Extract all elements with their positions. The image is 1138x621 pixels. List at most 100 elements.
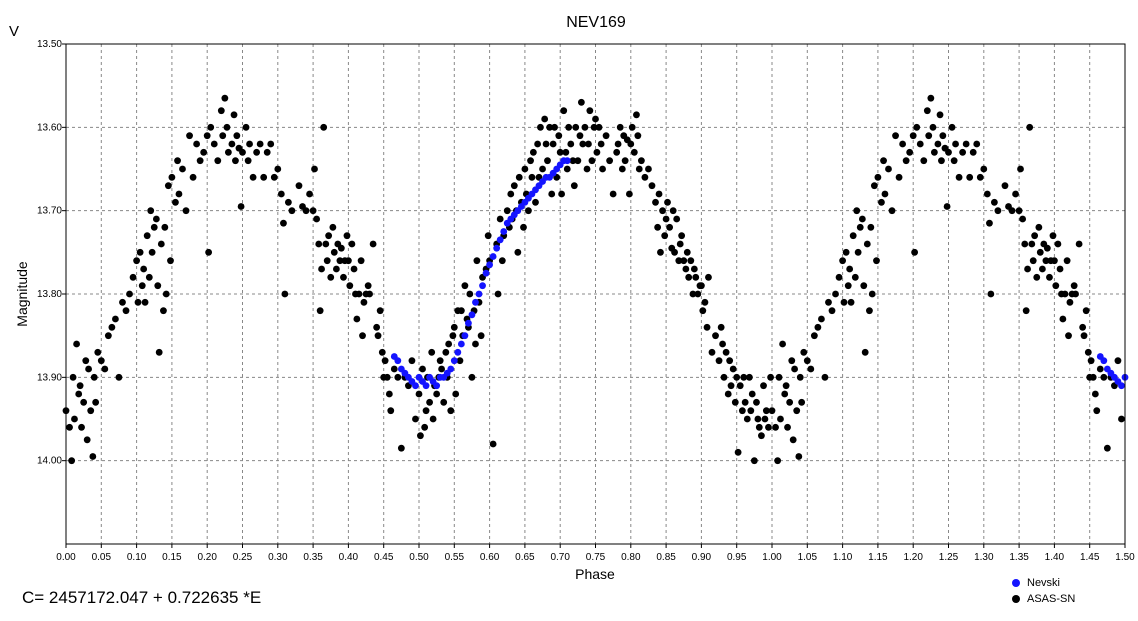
data-point-asas-sn	[442, 348, 450, 356]
data-point-asas-sn	[986, 219, 993, 227]
x-tick-label: 0.00	[56, 552, 76, 563]
data-point-asas-sn	[560, 107, 568, 115]
data-point-asas-sn	[520, 223, 527, 231]
data-point-asas-sn	[422, 407, 430, 415]
data-point-asas-sn	[94, 348, 102, 356]
data-point-asas-sn	[309, 207, 317, 215]
data-point-asas-sn	[503, 207, 511, 215]
x-tick-label: 1.15	[868, 552, 888, 563]
data-point-asas-sn	[556, 148, 564, 156]
data-point-asas-sn	[866, 307, 873, 315]
data-point-asas-sn	[327, 273, 335, 281]
data-point-nevski	[457, 340, 465, 348]
data-point-asas-sn	[249, 173, 257, 181]
data-point-asas-sn	[634, 132, 642, 140]
legend-item-nevski: Nevski	[1012, 575, 1075, 591]
x-tick-label: 1.05	[798, 552, 818, 563]
data-point-asas-sn	[885, 165, 892, 173]
data-point-asas-sn	[861, 348, 869, 356]
data-point-asas-sn	[748, 390, 756, 398]
x-tick-label: 0.95	[727, 552, 747, 563]
x-tick-label: 0.05	[92, 552, 112, 563]
axis-ticks: 0.00 0.05 0.10 0.15 0.20 0.25 0.30 0.35 0.40 0.45…	[37, 39, 1135, 563]
data-point-asas-sn	[461, 282, 469, 290]
data-point-asas-sn	[825, 298, 832, 306]
data-point-asas-sn	[210, 140, 218, 148]
data-point-asas-sn	[154, 282, 162, 290]
data-point-asas-sn	[473, 257, 481, 265]
data-point-asas-sn	[793, 407, 801, 415]
data-point-asas-sn	[765, 423, 772, 431]
data-point-asas-sn	[796, 373, 804, 381]
data-point-asas-sn	[281, 290, 289, 298]
data-point-asas-sn	[450, 323, 458, 331]
data-point-asas-sn	[994, 207, 1002, 215]
data-point-asas-sn	[408, 357, 416, 365]
data-point-asas-sn	[874, 173, 882, 181]
data-point-asas-sn	[145, 273, 153, 281]
data-point-asas-sn	[1052, 282, 1060, 290]
data-point-asas-sn	[284, 198, 292, 206]
data-point-asas-sn	[593, 148, 601, 156]
data-point-asas-sn	[731, 398, 739, 406]
data-point-asas-sn	[329, 223, 337, 231]
data-point-asas-sn	[306, 190, 313, 198]
data-point-asas-sn	[923, 107, 931, 115]
data-point-asas-sn	[795, 453, 803, 460]
data-point-asas-sn	[412, 415, 419, 423]
data-point-asas-sn	[510, 182, 518, 190]
data-point-asas-sn	[934, 140, 942, 148]
data-point-asas-sn	[662, 215, 670, 223]
data-point-asas-sn	[1061, 290, 1069, 298]
data-point-asas-sn	[950, 157, 958, 165]
data-point-asas-sn	[741, 398, 749, 406]
data-point-asas-sn	[270, 173, 278, 181]
data-point-asas-sn	[138, 282, 146, 290]
data-point-asas-sn	[126, 290, 133, 298]
data-point-asas-sn	[529, 148, 537, 156]
data-point-asas-sn	[428, 348, 436, 356]
data-point-asas-sn	[847, 298, 855, 306]
data-point-asas-sn	[415, 390, 423, 398]
data-point-asas-sn	[585, 140, 592, 148]
data-point-asas-sn	[200, 148, 208, 156]
x-tick-label: 0.70	[550, 552, 570, 563]
data-point-asas-sn	[1021, 240, 1029, 248]
data-point-asas-sn	[207, 123, 215, 131]
data-point-asas-sn	[555, 132, 563, 140]
data-point-asas-sn	[134, 298, 142, 306]
data-point-nevski	[465, 319, 472, 327]
data-point-asas-sn	[722, 348, 730, 356]
data-point-asas-sn	[97, 357, 105, 365]
data-point-asas-sn	[1015, 207, 1023, 215]
data-point-asas-sn	[789, 436, 797, 444]
data-point-asas-sn	[143, 232, 151, 240]
data-point-asas-sn	[909, 132, 917, 140]
data-point-asas-sn	[1103, 444, 1111, 452]
y-tick-label: 13.80	[37, 289, 62, 300]
data-point-asas-sn	[336, 257, 344, 265]
data-point-asas-sn	[203, 132, 211, 140]
data-point-asas-sn	[712, 332, 719, 340]
data-point-asas-sn	[614, 140, 622, 148]
data-point-asas-sn	[664, 198, 671, 206]
data-point-asas-sn	[507, 190, 515, 198]
legend-marker-nevski	[1012, 579, 1020, 587]
data-point-asas-sn	[609, 190, 617, 198]
data-point-asas-sn	[148, 248, 156, 256]
data-point-nevski	[447, 365, 455, 373]
data-point-asas-sn	[758, 432, 765, 440]
data-point-asas-sn	[541, 115, 549, 123]
data-point-asas-sn	[527, 157, 534, 165]
legend: Nevski ASAS-SN	[1012, 575, 1075, 607]
data-point-asas-sn	[597, 140, 605, 148]
data-point-nevski	[479, 282, 486, 290]
data-point-asas-sn	[772, 423, 779, 431]
x-tick-label: 1.10	[833, 552, 853, 563]
data-point-asas-sn	[521, 165, 529, 173]
data-point-asas-sn	[689, 290, 697, 298]
x-tick-label: 1.00	[762, 552, 782, 563]
data-point-asas-sn	[1063, 257, 1071, 265]
data-point-asas-sn	[1019, 215, 1027, 223]
legend-marker-asas-sn	[1012, 595, 1020, 603]
